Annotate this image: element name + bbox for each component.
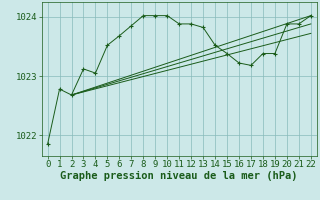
X-axis label: Graphe pression niveau de la mer (hPa): Graphe pression niveau de la mer (hPa) xyxy=(60,171,298,181)
